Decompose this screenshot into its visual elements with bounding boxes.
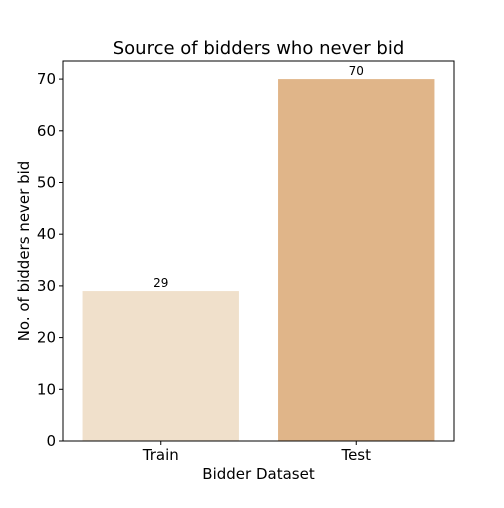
bar-test	[278, 79, 435, 441]
y-tick-label-60: 60	[37, 122, 56, 140]
data-labels-layer: 29 70	[153, 64, 364, 290]
data-label-test: 70	[349, 64, 364, 78]
y-tick-label-10: 10	[37, 380, 56, 398]
y-axis: 0 10 20 30 40 50 60 70	[37, 70, 63, 450]
x-axis: Train Test	[142, 441, 371, 464]
bars-layer	[82, 79, 435, 441]
chart-title: Source of bidders who never bid	[113, 38, 405, 59]
y-axis-label: No. of bidders never bid	[15, 161, 33, 342]
x-tick-label-train: Train	[142, 446, 179, 464]
y-tick-label-20: 20	[37, 329, 56, 347]
bar-train	[82, 291, 239, 441]
x-tick-label-test: Test	[340, 446, 371, 464]
plot-frame	[62, 60, 455, 442]
data-label-train: 29	[153, 276, 168, 290]
y-tick-label-30: 30	[37, 277, 56, 295]
x-axis-label: Bidder Dataset	[202, 465, 315, 483]
y-tick-label-50: 50	[37, 173, 56, 191]
y-tick-label-0: 0	[46, 432, 56, 450]
y-tick-label-40: 40	[37, 225, 56, 243]
y-tick-label-70: 70	[37, 70, 56, 88]
